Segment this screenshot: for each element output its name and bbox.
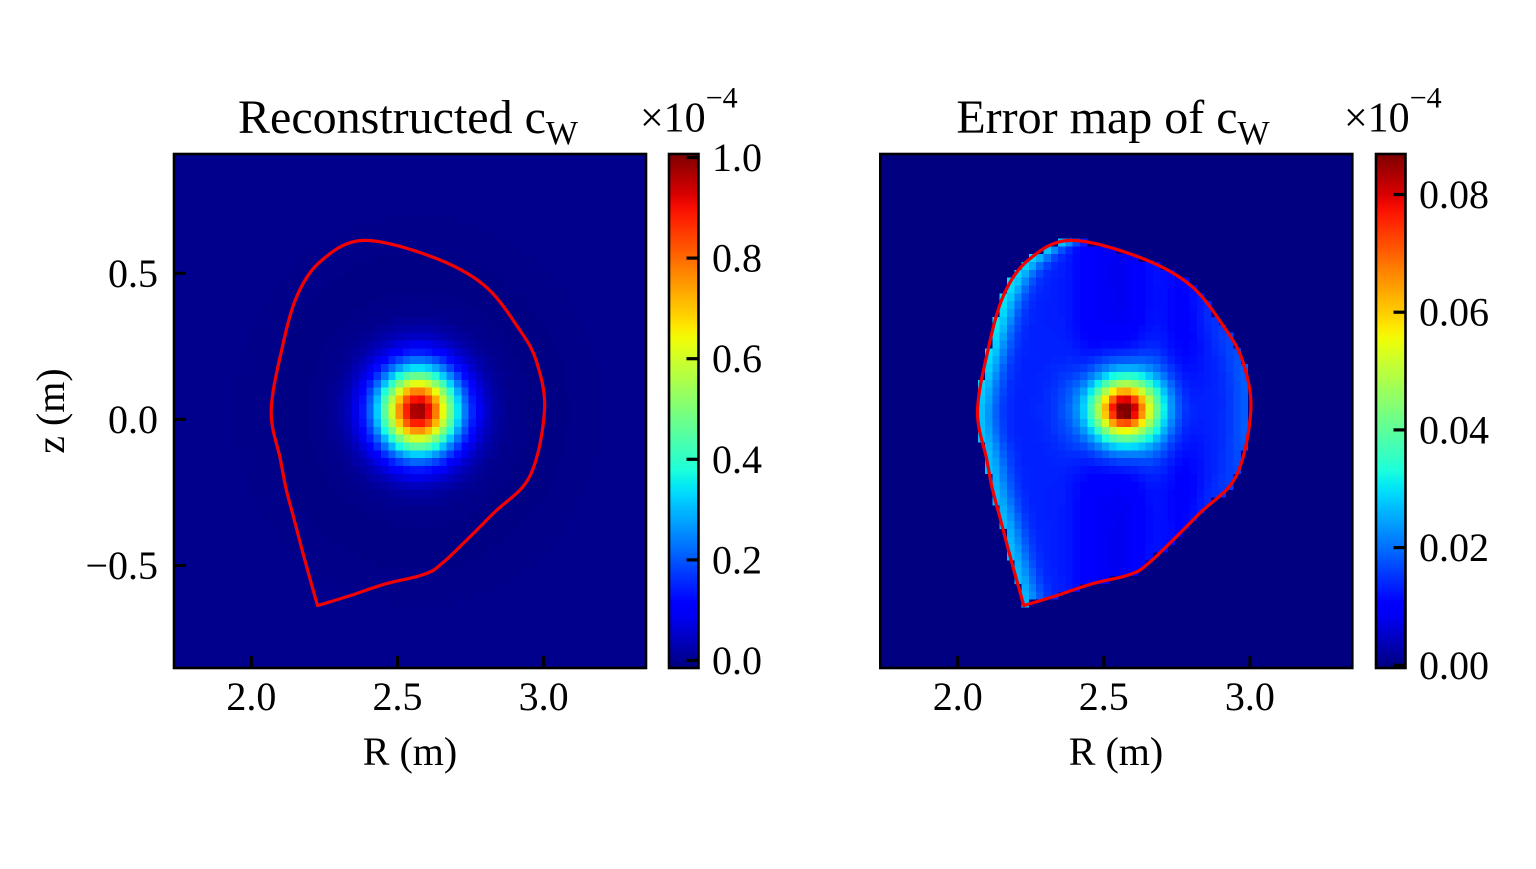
svg-text:0.02: 0.02 (1419, 525, 1489, 570)
svg-text:0.04: 0.04 (1419, 407, 1489, 452)
svg-text:0.2: 0.2 (712, 537, 762, 582)
svg-text:0.08: 0.08 (1419, 172, 1489, 217)
svg-text:R (m): R (m) (1069, 729, 1163, 774)
svg-text:2.0: 2.0 (226, 674, 276, 719)
svg-text:0.0: 0.0 (712, 638, 762, 683)
svg-text:Reconstructed cW: Reconstructed cW (238, 91, 579, 152)
svg-text:0.5: 0.5 (108, 251, 158, 296)
svg-text:3.0: 3.0 (519, 674, 569, 719)
svg-text:0.06: 0.06 (1419, 290, 1489, 335)
svg-text:z (m): z (m) (28, 368, 73, 454)
svg-text:0.6: 0.6 (712, 336, 762, 381)
svg-text:0.4: 0.4 (712, 437, 762, 482)
svg-text:2.0: 2.0 (933, 674, 983, 719)
svg-text:−0.5: −0.5 (85, 543, 158, 588)
svg-text:0.8: 0.8 (712, 236, 762, 281)
svg-text:Error map of cW: Error map of cW (956, 91, 1270, 152)
svg-text:0.00: 0.00 (1419, 643, 1489, 688)
svg-text:2.5: 2.5 (373, 674, 423, 719)
svg-text:0.0: 0.0 (108, 397, 158, 442)
svg-text:R (m): R (m) (363, 729, 457, 774)
svg-text:3.0: 3.0 (1225, 674, 1275, 719)
svg-text:2.5: 2.5 (1079, 674, 1129, 719)
svg-text:1.0: 1.0 (712, 135, 762, 180)
